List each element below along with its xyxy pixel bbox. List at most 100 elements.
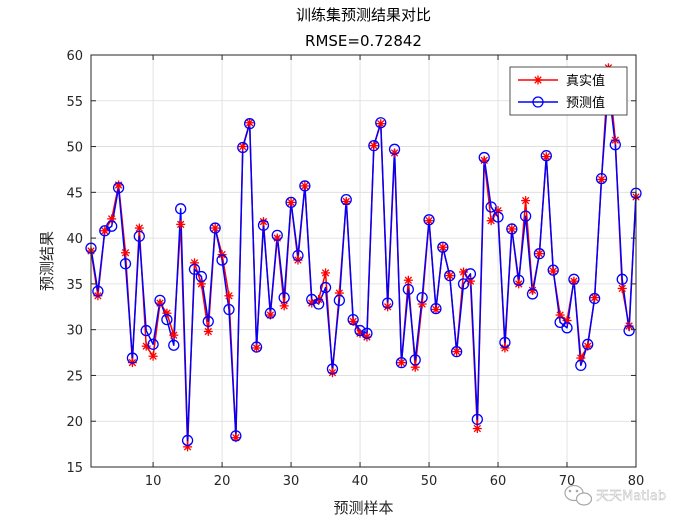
predicted-point	[168, 339, 180, 351]
predicted-point	[257, 219, 270, 231]
x-tick-label: 10	[145, 474, 162, 489]
true-point	[169, 330, 179, 340]
legend-label-predicted: 预测值	[566, 95, 605, 111]
predicted-point	[361, 327, 373, 339]
predicted-point	[464, 268, 477, 280]
y-tick-label: 50	[66, 141, 83, 156]
predicted-point	[285, 196, 297, 209]
predicted-point	[216, 254, 228, 266]
predicted-point	[299, 180, 311, 192]
predicted-point	[278, 291, 290, 304]
y-tick-label: 60	[66, 49, 83, 64]
predicted-point	[375, 117, 387, 129]
wechat-logo-icon	[564, 484, 593, 506]
true-point	[134, 223, 144, 233]
predicted-point	[533, 248, 546, 260]
predicted-point	[409, 354, 421, 366]
predicted-point	[347, 313, 359, 326]
true-point	[176, 219, 186, 229]
predicted-point	[292, 249, 304, 262]
predicted-point	[133, 230, 145, 242]
predicted-point	[499, 336, 511, 349]
true-point	[376, 119, 386, 129]
predicted-point	[202, 315, 214, 328]
x-tick-label: 60	[490, 474, 507, 489]
predicted-point	[188, 263, 201, 275]
predicted-point	[395, 356, 408, 369]
true-point	[203, 326, 213, 336]
predicted-point	[223, 303, 235, 316]
predicted-point	[519, 210, 532, 222]
predicted-point	[506, 223, 518, 235]
legend-box	[509, 66, 628, 116]
predicted-point	[478, 151, 490, 164]
chart-subtitle: RMSE=0.72842	[305, 32, 422, 50]
predicted-point	[588, 292, 601, 305]
y-tick-label: 35	[66, 278, 83, 293]
chart-title: 训练集预测结果对比	[296, 6, 431, 24]
true-point	[321, 268, 331, 278]
predicted-point	[485, 201, 497, 213]
predicted-point	[575, 359, 587, 372]
true-point	[590, 293, 600, 303]
predicted-point	[271, 229, 283, 242]
predicted-point	[616, 273, 628, 285]
true-point	[300, 181, 310, 191]
predicted-point	[250, 341, 263, 353]
predicted-point	[340, 194, 352, 206]
predicted-point	[368, 139, 380, 152]
predicted-point	[119, 258, 132, 270]
true-point	[541, 152, 551, 162]
predicted-point	[457, 278, 470, 290]
watermark: 天天Matlab	[564, 484, 666, 506]
y-tick-label: 30	[66, 324, 83, 339]
predicted-point	[623, 324, 635, 337]
predicted-point	[430, 302, 442, 315]
x-tick-label: 20	[214, 474, 231, 489]
y-tick-label: 25	[66, 369, 83, 384]
legend-marker-asterisk-icon	[533, 75, 543, 85]
true-point	[369, 141, 379, 151]
predicted-point	[423, 214, 435, 226]
predicted-point	[313, 298, 325, 310]
predicted-point	[609, 139, 621, 151]
true-point	[155, 298, 165, 308]
true-point	[114, 180, 124, 190]
true-point	[403, 275, 413, 285]
true-point	[534, 249, 544, 259]
predicted-point	[547, 264, 559, 276]
predicted-point	[595, 172, 608, 185]
predicted-point	[209, 222, 221, 234]
predicted-point	[561, 322, 573, 334]
predicted-point	[540, 150, 552, 162]
predicted-point	[492, 211, 504, 223]
predicted-point	[147, 338, 159, 350]
predicted-point	[161, 313, 173, 326]
predicted-point	[237, 141, 249, 154]
predicted-point	[264, 307, 277, 319]
predicted-point	[471, 413, 483, 426]
predicted-point	[444, 269, 456, 282]
predicted-point	[388, 143, 401, 155]
predicted-point	[381, 297, 394, 309]
series-layer	[85, 63, 642, 452]
legend: 真实值 预测值	[509, 66, 628, 116]
predicted-point	[354, 324, 366, 337]
true-point	[548, 266, 558, 276]
predicted-point	[333, 294, 346, 307]
predicted-point	[106, 220, 118, 232]
predicted-point	[402, 283, 414, 296]
predicted-point	[195, 270, 208, 283]
predicted-point	[437, 241, 449, 253]
true-point	[438, 242, 448, 252]
true-point	[252, 343, 262, 353]
true-point	[286, 197, 296, 207]
y-tick-label: 45	[66, 186, 83, 201]
true-point	[224, 291, 234, 301]
true-point	[431, 305, 441, 315]
true-point	[521, 196, 531, 206]
true-point	[424, 216, 434, 226]
y-tick-label: 20	[66, 415, 83, 430]
watermark-text: 天天Matlab	[596, 489, 666, 504]
